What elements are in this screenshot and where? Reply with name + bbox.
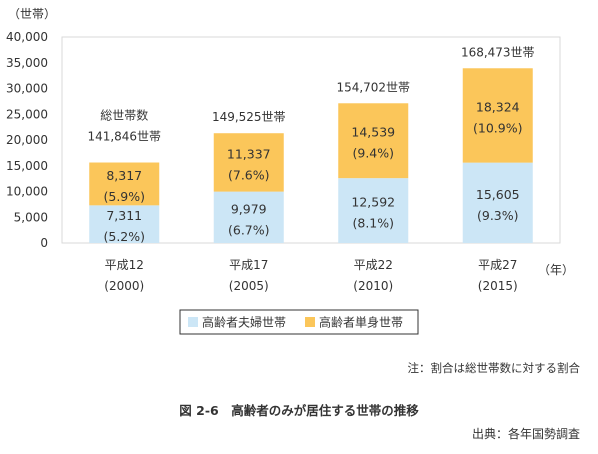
bar-value-label: 12,592 (351, 195, 395, 210)
bar-value-label: 15,605 (476, 187, 520, 202)
y-tick-label: 40,000 (6, 30, 48, 44)
y-tick-label: 35,000 (6, 56, 48, 70)
bar-value-label: 8,317 (106, 168, 142, 183)
x-tick-year: (2005) (229, 279, 269, 293)
bar-percent-label: (5.2%) (103, 229, 145, 244)
bar-percent-label: (10.9%) (473, 120, 522, 135)
y-tick-label: 30,000 (6, 82, 48, 96)
y-tick-label: 25,000 (6, 107, 48, 121)
y-tick-label: 20,000 (6, 133, 48, 147)
legend-swatch (188, 317, 198, 327)
legend-label: 高齢者単身世帯 (319, 315, 403, 330)
bar-percent-label: (7.6%) (228, 167, 270, 182)
total-label: 141,846世帯 (87, 130, 161, 144)
y-tick-label: 0 (40, 236, 48, 250)
bar-segment (338, 178, 409, 243)
bar-segment (89, 162, 160, 206)
bar-segment (338, 103, 409, 179)
chart-note: 注：割合は総世帯数に対する割合 (407, 361, 581, 375)
bar-percent-label: (6.7%) (228, 222, 270, 237)
bar-segment (462, 162, 533, 243)
bar-value-label: 11,337 (227, 146, 271, 161)
bar-percent-label: (8.1%) (352, 216, 394, 231)
y-axis-label: （世帯） (8, 7, 56, 21)
x-tick-year: (2010) (353, 279, 393, 293)
bar-segment (89, 205, 160, 243)
x-tick-label: 平成22 (354, 258, 393, 272)
figure-title: 図 2-6 高齢者のみが居住する世帯の推移 (179, 403, 419, 418)
x-tick-label: 平成12 (105, 258, 144, 272)
bar-segment (213, 133, 284, 192)
bar-value-label: 14,539 (351, 125, 395, 140)
source-text: 出典：各年国勢調査 (471, 427, 580, 441)
y-tick-label: 15,000 (6, 159, 48, 173)
bar-percent-label: (5.9%) (103, 189, 145, 204)
bar-segment (213, 191, 284, 243)
bar-segment (462, 68, 533, 163)
bar-percent-label: (9.4%) (352, 146, 394, 161)
y-tick-label: 5,000 (14, 210, 48, 224)
legend-label: 高齢者夫婦世帯 (202, 315, 286, 330)
x-tick-year: (2000) (104, 279, 144, 293)
legend-box (179, 309, 419, 335)
bar-percent-label: (9.3%) (477, 208, 519, 223)
total-label: 168,473世帯 (461, 45, 535, 59)
x-tick-label: 平成17 (229, 258, 268, 272)
bar-value-label: 7,311 (106, 208, 142, 223)
y-tick-label: 10,000 (6, 185, 48, 199)
x-axis-unit: （年） (538, 263, 574, 277)
legend-swatch (305, 317, 315, 327)
x-tick-year: (2015) (478, 279, 518, 293)
plot-area-border (61, 36, 561, 244)
total-header-label: 総世帯数 (100, 108, 148, 123)
total-label: 154,702世帯 (336, 80, 410, 94)
total-label: 149,525世帯 (212, 110, 286, 124)
bar-value-label: 9,979 (231, 201, 267, 216)
stacked-bar-chart: （世帯） 0 5,000 10,000 15,000 20,000 25,000 30,000… (6, 7, 574, 335)
x-tick-label: 平成27 (478, 258, 517, 272)
bar-value-label: 18,324 (476, 99, 520, 114)
